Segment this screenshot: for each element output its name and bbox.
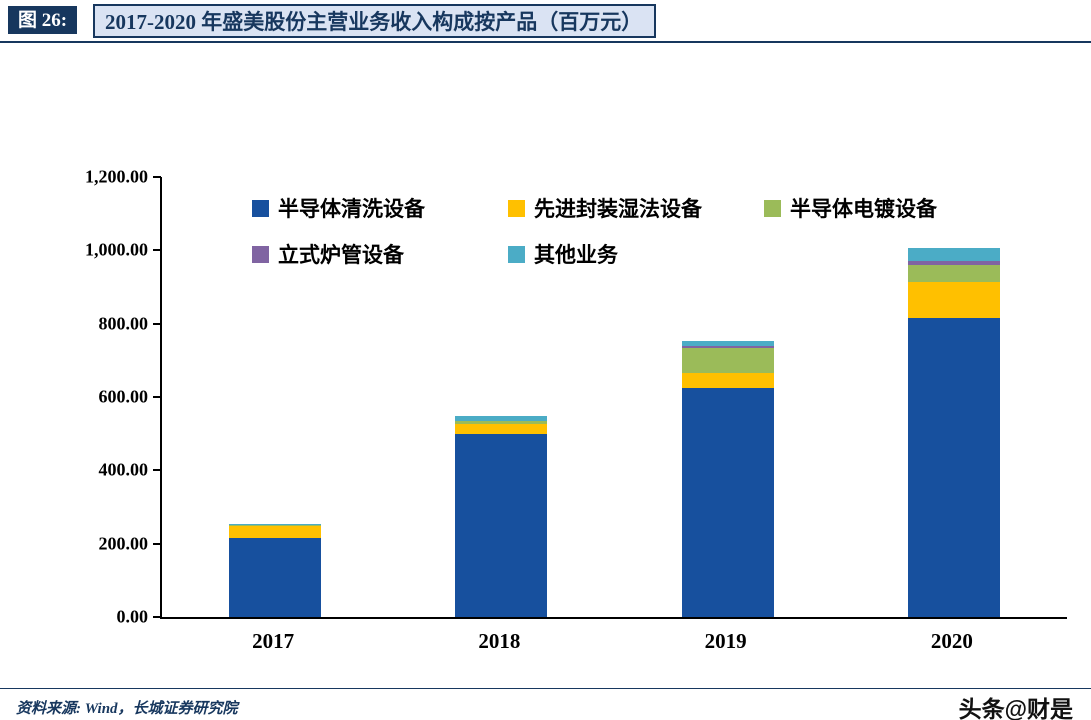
bar-segment (907, 265, 1000, 282)
bar-segment (229, 524, 322, 526)
legend-label: 半导体电镀设备 (790, 197, 937, 221)
footer-rule (0, 688, 1091, 689)
legend-swatch (252, 199, 269, 217)
y-axis-tick-label: 400.00 (98, 459, 149, 480)
legend-swatch (508, 245, 525, 263)
y-axis-tick-mark (153, 176, 161, 178)
y-axis-tick-label: 0.00 (116, 606, 149, 627)
legend-swatch (508, 199, 525, 217)
stacked-bar-2020 (907, 177, 1000, 617)
y-axis-tick-mark (153, 542, 161, 545)
bar-segment (907, 247, 1000, 261)
bar-segment (229, 525, 322, 527)
header-rule (0, 41, 1091, 43)
legend-item: 半导体电镀设备 (764, 193, 1020, 223)
bar-slot (162, 177, 388, 617)
y-axis-tick-label: 800.00 (98, 313, 149, 334)
legend-swatch (252, 245, 269, 263)
y-axis-tick-mark (153, 616, 161, 618)
y-axis-tick-mark (153, 249, 161, 252)
x-axis-label: 2020 (930, 629, 973, 653)
bar-segment (455, 423, 548, 434)
y-axis-tick-label: 600.00 (98, 386, 149, 407)
y-axis-tick-mark (153, 322, 161, 325)
chart-legend: 半导体清洗设备 先进封装湿法设备 半导体电镀设备立式炉管设备 其他业务 (252, 193, 1052, 269)
bar-segment (907, 260, 1000, 266)
bar-segment (681, 387, 774, 617)
source-note: 资料来源: Wind，长城证券研究院 (16, 701, 238, 717)
stacked-bar-2018 (455, 177, 548, 617)
bar-segment (681, 340, 774, 347)
bar-segment (229, 538, 322, 617)
legend-item: 其他业务 (508, 239, 764, 269)
y-axis-tick-mark (153, 396, 161, 398)
bar-slot (841, 177, 1067, 617)
bars-container (162, 177, 1067, 617)
watermark: 头条@财是 (958, 696, 1073, 720)
bar-segment (907, 318, 1000, 617)
y-axis-tick-label: 1,000.00 (85, 239, 148, 260)
bar-segment (681, 346, 774, 348)
bar-segment (681, 347, 774, 374)
y-axis-tick-mark (153, 469, 161, 472)
bar-slot (388, 177, 614, 617)
legend-label: 其他业务 (534, 243, 618, 267)
figure-label: 图 26: (8, 6, 78, 34)
figure-title: 2017-2020 年盛美股份主营业务收入构成按产品（百万元） (93, 4, 657, 38)
bar-segment (455, 420, 548, 424)
legend-label: 半导体清洗设备 (278, 197, 425, 221)
bar-slot (615, 177, 841, 617)
stacked-bar-2019 (681, 177, 774, 617)
x-axis-label: 2018 (478, 629, 521, 653)
legend-label: 立式炉管设备 (278, 243, 404, 267)
bar-segment (907, 281, 1000, 319)
legend-label: 先进封装湿法设备 (534, 197, 702, 221)
bar-segment (455, 416, 548, 421)
legend-item: 先进封装湿法设备 (508, 193, 764, 223)
stacked-bar-chart: 0.00 200.00 400.00 600.00 800.00 1,000.00 1,20… (0, 167, 1091, 657)
plot-area: 半导体清洗设备 先进封装湿法设备 半导体电镀设备立式炉管设备 其他业务 (153, 176, 1067, 619)
legend-swatch (764, 199, 781, 217)
y-axis-labels: 0.00 200.00 400.00 600.00 800.00 1,000.00 1,20… (0, 167, 149, 627)
x-axis-label: 2019 (704, 629, 747, 653)
x-axis-label: 2017 (252, 629, 295, 653)
bar-segment (455, 433, 548, 617)
y-axis-tick-label: 1,200.00 (85, 166, 148, 187)
legend-item: 半导体清洗设备 (252, 193, 508, 223)
figure-header: 图 26: 2017-2020 年盛美股份主营业务收入构成按产品（百万元） (0, 0, 1091, 46)
y-axis-tick-label: 200.00 (98, 533, 149, 554)
x-axis-labels: 2017 2018 2019 2020 (160, 629, 1065, 654)
bar-segment (229, 526, 322, 539)
bar-segment (681, 373, 774, 388)
stacked-bar-2017 (229, 177, 322, 617)
legend-item: 立式炉管设备 (252, 239, 508, 269)
